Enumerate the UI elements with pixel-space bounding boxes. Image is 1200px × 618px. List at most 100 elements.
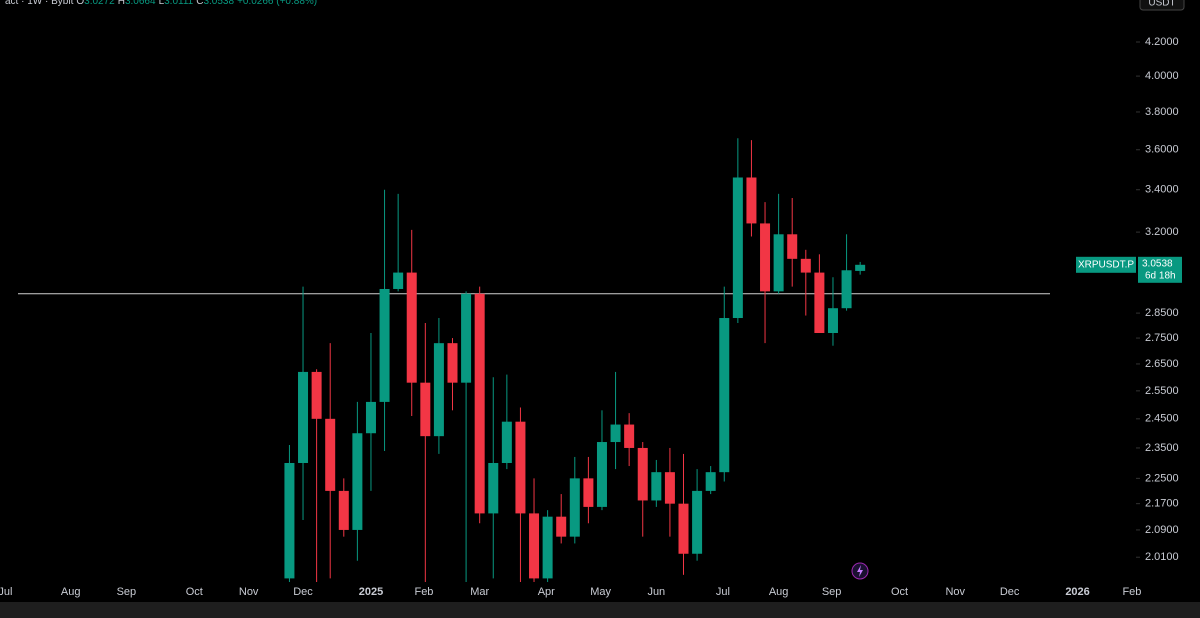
x-tick-label: Aug xyxy=(61,586,81,598)
candle-body xyxy=(542,516,553,579)
x-tick-label: Dec xyxy=(293,586,313,598)
candle-body xyxy=(569,478,580,537)
candle-body xyxy=(583,478,594,507)
y-tick-label: 2.1700 xyxy=(1145,498,1179,510)
candle-body xyxy=(624,424,635,448)
y-tick-label: 4.2000 xyxy=(1145,36,1179,48)
candle-body xyxy=(841,270,852,309)
header-change: +0.0266 (+0.88%) xyxy=(237,0,317,7)
candle-body xyxy=(855,264,866,271)
candle-body xyxy=(325,418,336,491)
candle-body xyxy=(732,177,743,319)
ticker-badge xyxy=(1076,256,1136,273)
candle-body xyxy=(311,371,322,419)
y-tick-label: 3.6000 xyxy=(1145,144,1179,156)
candle-body xyxy=(529,513,540,579)
x-tick-label: Jul xyxy=(716,586,730,598)
x-tick-label: Feb xyxy=(1122,586,1141,598)
candle-body xyxy=(393,272,404,289)
candle-body xyxy=(420,382,431,437)
candle-body xyxy=(501,421,512,463)
ohlc-label: C xyxy=(196,0,203,7)
price-label: 3.0538 xyxy=(1142,258,1173,269)
candle-body xyxy=(800,258,811,273)
candle-body xyxy=(379,288,390,402)
candle-body xyxy=(488,462,499,514)
candle-body xyxy=(298,371,309,463)
y-tick-label: 3.4000 xyxy=(1145,184,1179,196)
x-tick-label: Aug xyxy=(769,586,789,598)
x-tick-label: Dec xyxy=(1000,586,1020,598)
x-tick-label: Mar xyxy=(470,586,489,598)
ohlc-label: H xyxy=(118,0,125,7)
x-tick-label: Nov xyxy=(239,586,259,598)
x-tick-label: Oct xyxy=(891,586,908,598)
x-tick-label: Jul xyxy=(0,586,12,598)
y-tick-label: 3.2000 xyxy=(1145,226,1179,238)
x-tick-label: Feb xyxy=(414,586,433,598)
currency-button[interactable] xyxy=(1139,0,1185,11)
x-tick-label: Apr xyxy=(538,586,555,598)
candle-body xyxy=(705,472,716,491)
candle-body xyxy=(433,343,444,437)
x-tick-label: Nov xyxy=(945,586,965,598)
y-tick-label: 2.5500 xyxy=(1145,385,1179,397)
currency-label: USDT xyxy=(1148,0,1175,9)
candle-body xyxy=(637,447,648,501)
x-tick-label: Sep xyxy=(822,586,842,598)
y-tick-label: 2.0100 xyxy=(1145,551,1179,563)
y-tick-label: 2.3500 xyxy=(1145,442,1179,454)
bottom-bar xyxy=(0,602,1200,618)
x-tick-label: Oct xyxy=(186,586,203,598)
ohlc-value: 3.0538 xyxy=(203,0,234,7)
y-tick-label: 3.8000 xyxy=(1145,106,1179,118)
x-tick-label: Jun xyxy=(647,586,665,598)
x-tick-label: 2026 xyxy=(1065,586,1089,598)
price-badge xyxy=(1138,256,1182,283)
plot-area xyxy=(18,138,1050,582)
y-tick-label: 2.4500 xyxy=(1145,413,1179,425)
candle-body xyxy=(406,272,417,383)
candle-body xyxy=(596,442,607,507)
overlay: 2.0100 2.0900 2.1700 2.2500 2.3500 2.4500 2.55… xyxy=(0,0,1182,598)
ohlc-value: 3.0664 xyxy=(125,0,156,7)
candle-body xyxy=(664,472,675,504)
candle-body xyxy=(556,516,567,537)
x-tick-label: May xyxy=(590,586,611,598)
candle-body xyxy=(352,433,363,530)
countdown-label: 6d 18h xyxy=(1145,270,1176,281)
candle-body xyxy=(447,343,458,383)
candle-body xyxy=(678,503,689,554)
x-tick-label: Sep xyxy=(117,586,137,598)
candle-body xyxy=(515,421,526,514)
candle-body xyxy=(338,490,349,530)
candle-body xyxy=(719,318,730,473)
candle-body xyxy=(692,490,703,554)
y-tick-label: 2.2500 xyxy=(1145,472,1179,484)
candle-body xyxy=(610,424,621,443)
ohlc-value: 3.0272 xyxy=(84,0,115,7)
candle-body xyxy=(773,234,784,292)
lightning-glyph xyxy=(857,565,863,577)
header: act · 1W · Bybit O3.0272 H3.0664 L3.0111 C3.… xyxy=(5,0,317,7)
y-tick-label: 2.6500 xyxy=(1145,358,1179,370)
y-tick-label: 4.0000 xyxy=(1145,70,1179,82)
candle-body xyxy=(365,401,376,434)
ticker-label: XRPUSDT.P xyxy=(1078,259,1134,270)
candle-body xyxy=(461,293,472,383)
candle-body xyxy=(284,462,295,579)
candle-body xyxy=(474,293,485,514)
candle-body xyxy=(760,223,771,292)
y-tick-label: 2.0900 xyxy=(1145,524,1179,536)
candle-body xyxy=(746,177,757,224)
ohlc-label: L xyxy=(159,0,165,7)
y-tick-label: 2.8500 xyxy=(1145,307,1179,319)
ohlc-label: O xyxy=(76,0,84,7)
candle-body xyxy=(814,272,825,333)
candle-body xyxy=(787,234,798,259)
ohlc-value: 3.0111 xyxy=(164,0,194,7)
y-tick-label: 2.7500 xyxy=(1145,332,1179,344)
